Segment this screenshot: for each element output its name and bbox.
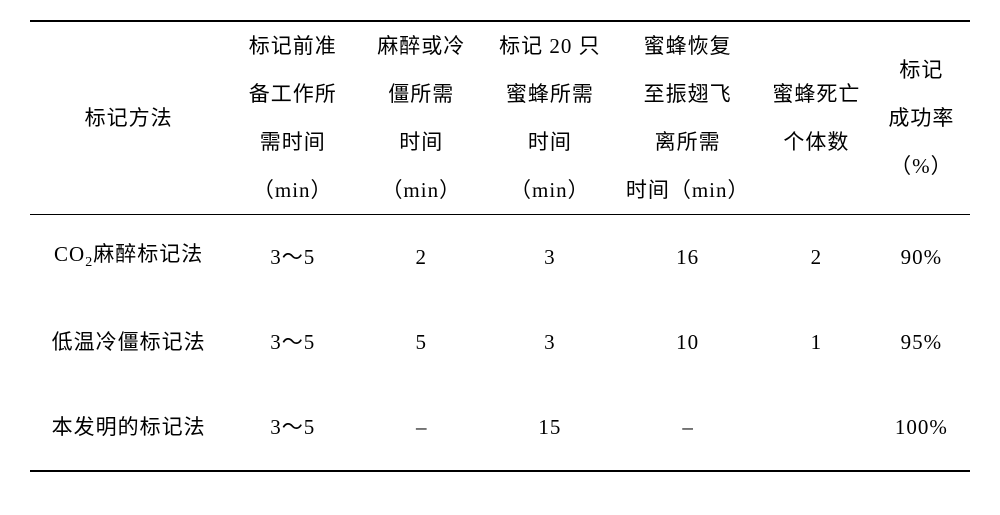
table-row: 低温冷僵标记法 3～5 5 3 10 1 95% [30, 300, 970, 385]
col-header-recover-l1: 至振翅飞 [615, 70, 760, 118]
cell-mark20: 3 [484, 300, 615, 385]
cell-prep: 3～5 [227, 385, 358, 471]
col-header-recover: 蜜蜂恢复 至振翅飞 离所需 时间（min） [615, 21, 760, 215]
col-header-prep-l0: 标记前准 [227, 22, 358, 70]
col-header-success: 标记 成功率 （%） [873, 21, 970, 215]
col-header-prep-l1: 备工作所 [227, 70, 358, 118]
col-header-mark20-l0: 标记 20 只 [484, 22, 615, 70]
cell-method: 低温冷僵标记法 [30, 300, 227, 385]
cell-recover: – [615, 385, 760, 471]
table-row: CO2麻醉标记法 3～5 2 3 16 2 90% [30, 215, 970, 301]
cell-prep: 3～5 [227, 215, 358, 301]
cell-method: 本发明的标记法 [30, 385, 227, 471]
cell-mark20: 15 [484, 385, 615, 471]
col-header-death-l0: 蜜蜂死亡 [760, 70, 873, 118]
col-header-anes-l1: 僵所需 [358, 70, 484, 118]
table-container: 标记方法 标记前准 备工作所 需时间 （min） 麻醉或冷 僵所需 时间 （mi… [0, 0, 1000, 492]
cell-method: CO2麻醉标记法 [30, 215, 227, 301]
col-header-mark20-l2: 时间 [484, 118, 615, 166]
col-header-success-l2: （%） [873, 142, 970, 190]
cell-mark20: 3 [484, 215, 615, 301]
col-header-recover-l3: 时间（min） [615, 166, 760, 214]
cell-anes: 2 [358, 215, 484, 301]
col-header-prep: 标记前准 备工作所 需时间 （min） [227, 21, 358, 215]
cell-method-text: CO2麻醉标记法 [54, 242, 203, 266]
cell-anes: – [358, 385, 484, 471]
header-row: 标记方法 标记前准 备工作所 需时间 （min） 麻醉或冷 僵所需 时间 （mi… [30, 21, 970, 215]
col-header-prep-l3: （min） [227, 166, 358, 214]
col-header-anes-l2: 时间 [358, 118, 484, 166]
col-header-anes-l0: 麻醉或冷 [358, 22, 484, 70]
col-header-prep-l2: 需时间 [227, 118, 358, 166]
col-header-method: 标记方法 [30, 21, 227, 215]
comparison-table: 标记方法 标记前准 备工作所 需时间 （min） 麻醉或冷 僵所需 时间 （mi… [30, 20, 970, 472]
cell-success: 90% [873, 215, 970, 301]
cell-success: 100% [873, 385, 970, 471]
col-header-anes: 麻醉或冷 僵所需 时间 （min） [358, 21, 484, 215]
cell-death: 2 [760, 215, 873, 301]
col-header-mark20-l3: （min） [484, 166, 615, 214]
col-header-death: 蜜蜂死亡 个体数 [760, 21, 873, 215]
cell-success: 95% [873, 300, 970, 385]
cell-recover: 16 [615, 215, 760, 301]
col-header-death-l1: 个体数 [760, 118, 873, 166]
col-header-success-l1: 成功率 [873, 94, 970, 142]
cell-anes: 5 [358, 300, 484, 385]
table-row: 本发明的标记法 3～5 – 15 – 100% [30, 385, 970, 471]
cell-prep: 3～5 [227, 300, 358, 385]
cell-death: 1 [760, 300, 873, 385]
cell-death [760, 385, 873, 471]
col-header-mark20: 标记 20 只 蜜蜂所需 时间 （min） [484, 21, 615, 215]
cell-recover: 10 [615, 300, 760, 385]
col-header-recover-l0: 蜜蜂恢复 [615, 22, 760, 70]
col-header-anes-l3: （min） [358, 166, 484, 214]
col-header-mark20-l1: 蜜蜂所需 [484, 70, 615, 118]
col-header-success-l0: 标记 [873, 46, 970, 94]
col-header-method-l0: 标记方法 [30, 94, 227, 142]
col-header-recover-l2: 离所需 [615, 118, 760, 166]
